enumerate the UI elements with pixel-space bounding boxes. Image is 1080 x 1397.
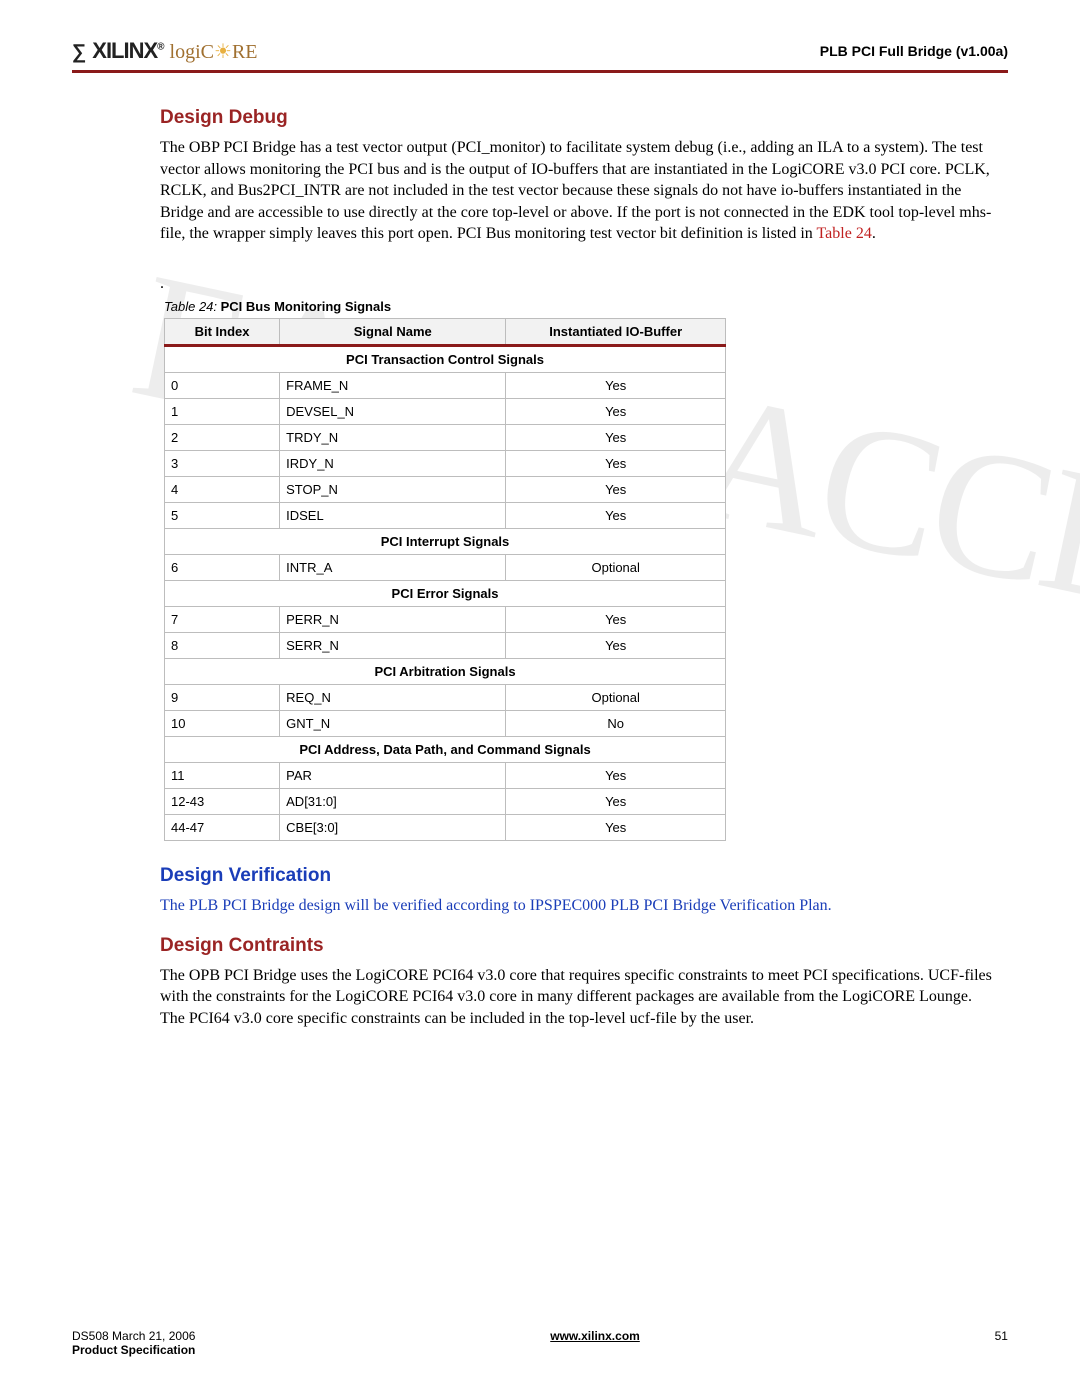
constraints-paragraph: The OPB PCI Bridge uses the LogiCORE PCI…: [160, 965, 1000, 1030]
cell-buffer: Yes: [506, 502, 726, 528]
cell-buffer: No: [506, 710, 726, 736]
table-row: 2TRDY_NYes: [165, 424, 726, 450]
header-rule: [72, 70, 1008, 73]
table-section-header: PCI Error Signals: [165, 580, 726, 606]
stray-period: .: [160, 275, 1000, 293]
table-row: 44-47CBE[3:0]Yes: [165, 814, 726, 840]
cell-bit: 7: [165, 606, 280, 632]
table-row: 10GNT_NNo: [165, 710, 726, 736]
col-header-bit: Bit Index: [165, 318, 280, 345]
cell-bit: 0: [165, 372, 280, 398]
cell-signal: IDSEL: [280, 502, 506, 528]
cell-bit: 12-43: [165, 788, 280, 814]
footer-spec-label: Product Specification: [72, 1343, 195, 1357]
table-row: 8SERR_NYes: [165, 632, 726, 658]
cell-bit: 3: [165, 450, 280, 476]
table-row: 0FRAME_NYes: [165, 372, 726, 398]
cell-signal: REQ_N: [280, 684, 506, 710]
cell-buffer: Yes: [506, 632, 726, 658]
table-row: 9REQ_NOptional: [165, 684, 726, 710]
table-row: 5IDSELYes: [165, 502, 726, 528]
cell-buffer: Yes: [506, 424, 726, 450]
cell-signal: FRAME_N: [280, 372, 506, 398]
table-row: 11PARYes: [165, 762, 726, 788]
cell-bit: 10: [165, 710, 280, 736]
cell-buffer: Yes: [506, 398, 726, 424]
table-row: 6INTR_AOptional: [165, 554, 726, 580]
table-section-header: PCI Interrupt Signals: [165, 528, 726, 554]
col-header-buffer: Instantiated IO-Buffer: [506, 318, 726, 345]
cell-buffer: Yes: [506, 762, 726, 788]
table-row: 7PERR_NYes: [165, 606, 726, 632]
logo: ∑ XILINX® logiC☀RE: [72, 38, 258, 64]
cell-buffer: Optional: [506, 684, 726, 710]
cell-signal: GNT_N: [280, 710, 506, 736]
cell-buffer: Optional: [506, 554, 726, 580]
cell-signal: INTR_A: [280, 554, 506, 580]
page-header: ∑ XILINX® logiC☀RE PLB PCI Full Bridge (…: [72, 38, 1008, 64]
table-row: 3IRDY_NYes: [165, 450, 726, 476]
heading-design-debug: Design Debug: [160, 107, 1000, 129]
cell-buffer: Yes: [506, 788, 726, 814]
cell-signal: AD[31:0]: [280, 788, 506, 814]
table-row: 4STOP_NYes: [165, 476, 726, 502]
cell-buffer: Yes: [506, 814, 726, 840]
page-footer: DS508 March 21, 2006 Product Specificati…: [72, 1329, 1008, 1357]
cell-bit: 5: [165, 502, 280, 528]
cell-bit: 4: [165, 476, 280, 502]
table-section-header: PCI Arbitration Signals: [165, 658, 726, 684]
pci-signals-table: Bit Index Signal Name Instantiated IO-Bu…: [164, 318, 726, 841]
cell-signal: PERR_N: [280, 606, 506, 632]
table-row: 1DEVSEL_NYes: [165, 398, 726, 424]
cell-signal: PAR: [280, 762, 506, 788]
footer-page-number: 51: [995, 1329, 1008, 1343]
table-ref-link[interactable]: Table 24: [817, 225, 872, 242]
cell-bit: 1: [165, 398, 280, 424]
cell-signal: SERR_N: [280, 632, 506, 658]
cell-bit: 6: [165, 554, 280, 580]
verification-paragraph: The PLB PCI Bridge design will be verifi…: [160, 895, 1000, 917]
logo-text: XILINX®: [92, 38, 163, 64]
cell-signal: CBE[3:0]: [280, 814, 506, 840]
table-row: 12-43AD[31:0]Yes: [165, 788, 726, 814]
cell-bit: 11: [165, 762, 280, 788]
logicore-text: logiC☀RE: [170, 39, 258, 64]
debug-paragraph: The OBP PCI Bridge has a test vector out…: [160, 137, 1000, 245]
cell-bit: 9: [165, 684, 280, 710]
footer-url[interactable]: www.xilinx.com: [550, 1329, 640, 1343]
xilinx-logo-icon: ∑: [72, 41, 86, 64]
table-section-header: PCI Transaction Control Signals: [165, 345, 726, 372]
heading-design-verification: Design Verification: [160, 865, 1000, 887]
cell-bit: 2: [165, 424, 280, 450]
cell-buffer: Yes: [506, 372, 726, 398]
cell-buffer: Yes: [506, 450, 726, 476]
heading-design-constraints: Design Contraints: [160, 935, 1000, 957]
footer-doc-id: DS508 March 21, 2006: [72, 1329, 195, 1343]
cell-signal: DEVSEL_N: [280, 398, 506, 424]
doc-title: PLB PCI Full Bridge (v1.00a): [820, 43, 1008, 59]
cell-bit: 44-47: [165, 814, 280, 840]
cell-signal: STOP_N: [280, 476, 506, 502]
cell-signal: IRDY_N: [280, 450, 506, 476]
table-caption: Table 24: PCI Bus Monitoring Signals: [164, 299, 1008, 314]
cell-buffer: Yes: [506, 606, 726, 632]
cell-bit: 8: [165, 632, 280, 658]
col-header-signal: Signal Name: [280, 318, 506, 345]
table-section-header: PCI Address, Data Path, and Command Sign…: [165, 736, 726, 762]
cell-buffer: Yes: [506, 476, 726, 502]
cell-signal: TRDY_N: [280, 424, 506, 450]
